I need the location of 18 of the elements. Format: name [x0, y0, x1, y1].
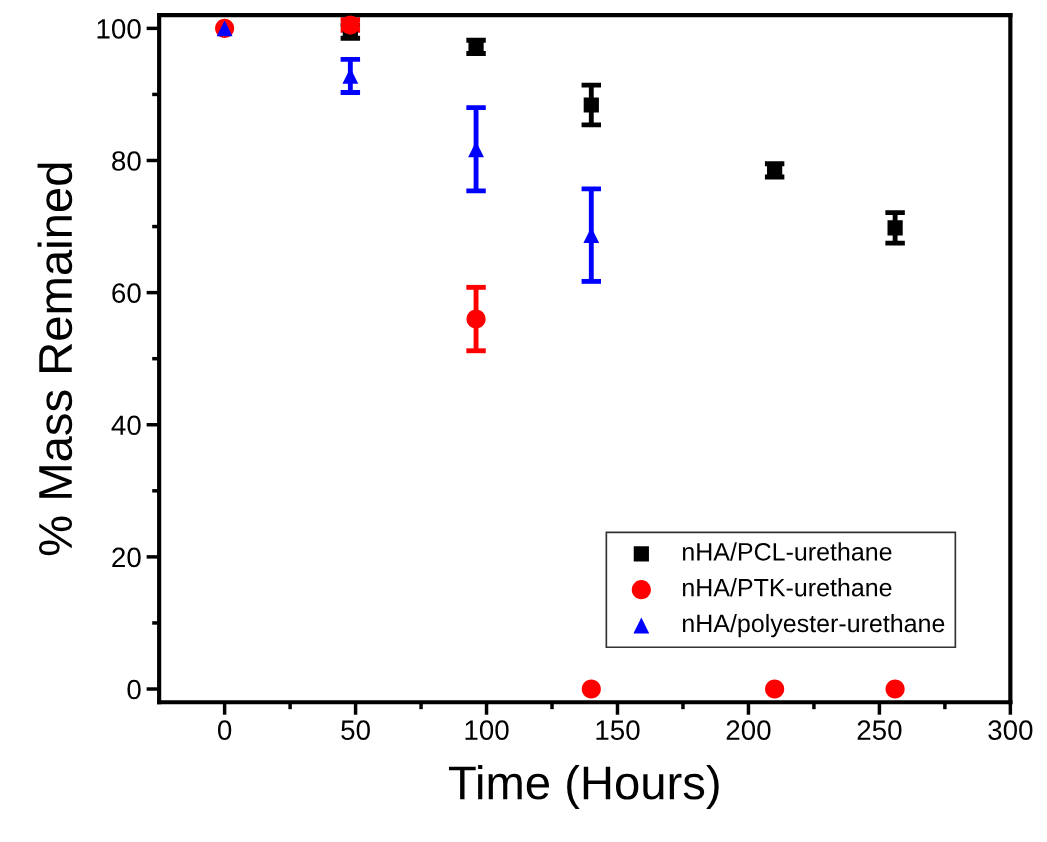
x-tick-label: 50 [341, 720, 370, 740]
x-tick-label: 300 [988, 720, 1033, 740]
x-tick-label: 250 [857, 720, 902, 740]
legend-label: nHA/PCL-urethane [683, 542, 892, 561]
x-tick-label: 100 [465, 720, 509, 740]
y-tick-label: 20 [112, 547, 141, 568]
x-axis-title: Time (Hours) [448, 764, 719, 809]
legend-label: nHA/PTK-urethane [683, 578, 892, 597]
x-tick-label: 0 [217, 720, 232, 740]
y-axis-title: % Mass Remained [37, 163, 73, 556]
y-tick-label: 100 [97, 19, 141, 39]
x-tick-label: 200 [726, 720, 771, 740]
y-tick-label: 40 [111, 415, 141, 436]
legend-label: nHA/polyester-urethane [683, 613, 945, 638]
y-tick-label: 60 [112, 283, 141, 303]
y-tick-label: 80 [112, 151, 141, 171]
y-tick-label: 0 [127, 679, 141, 700]
x-tick-label: 150 [596, 720, 640, 740]
